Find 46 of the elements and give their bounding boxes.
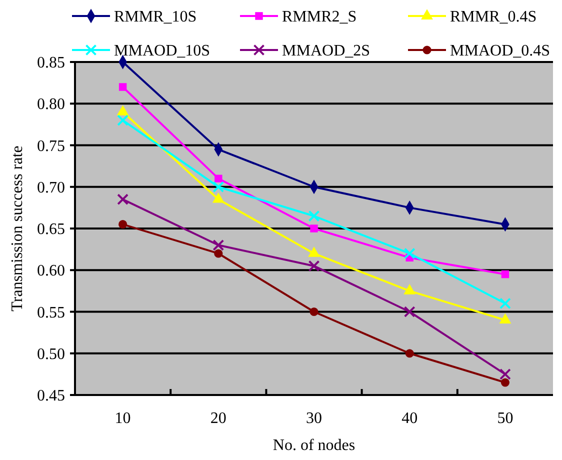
legend-label: MMAOD_0.4S [450,42,550,60]
point [214,249,223,258]
x-tick-label: 50 [497,410,514,427]
point [499,298,511,310]
point [212,239,224,251]
point [117,194,129,206]
y-axis-title: Transmission success rate [9,146,26,312]
y-tick-label: 0.45 [37,388,65,405]
point [405,349,414,358]
legend-label: MMAOD_10S [114,42,210,60]
point [308,260,320,272]
y-tick-label: 0.50 [37,346,65,363]
point [308,210,320,222]
x-tick-label: 30 [306,410,322,427]
point [500,314,511,324]
point [404,284,416,294]
point [212,192,224,203]
y-tick-label: 0.75 [37,138,65,155]
point [501,270,510,278]
point [212,181,224,193]
point [117,114,129,126]
y-tick-label: 0.85 [37,54,65,72]
legend-label: RMMR_0.4S [450,8,537,26]
point [404,306,416,318]
point [310,224,318,232]
point [404,248,416,260]
point [214,174,222,182]
legend-label: RMMR2_S [282,8,357,26]
point [499,368,511,380]
y-tick-label: 0.65 [37,221,65,238]
x-tick-label: 40 [402,410,418,427]
point [118,83,127,91]
y-tick-label: 0.80 [37,96,65,114]
y-tick-label: 0.55 [37,304,65,322]
point [310,307,318,316]
x-axis-title: No. of nodes [272,437,356,454]
point [118,220,128,229]
y-tick-label: 0.60 [37,262,65,280]
legend-label: RMMR_10S [114,8,197,26]
point [308,247,320,257]
legend-label: MMAOD_2S [282,42,370,60]
x-tick-label: 20 [210,410,226,427]
point [117,106,128,116]
y-tick-label: 0.70 [37,179,65,196]
point [500,378,510,387]
x-tick-label: 10 [114,410,131,427]
